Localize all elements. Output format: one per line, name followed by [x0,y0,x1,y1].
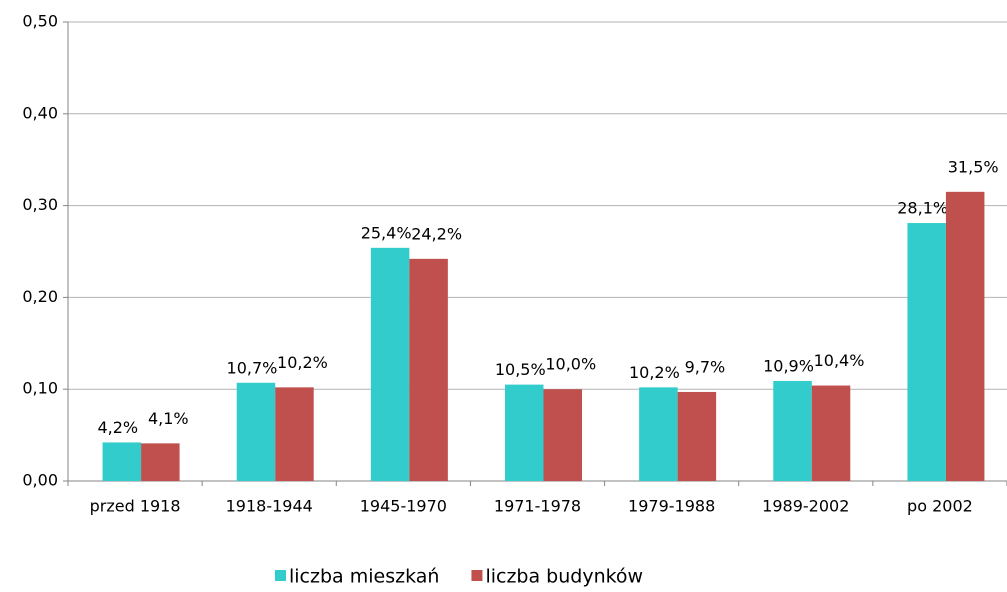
data-label: 4,2% [97,418,138,437]
bar [141,443,180,481]
y-tick-label: 0,00 [22,471,58,490]
legend-label: liczba mieszkań [289,566,439,588]
x-tick-label: 1945-1970 [360,497,447,516]
bar [543,389,582,481]
data-label: 24,2% [411,224,462,243]
legend-swatch [471,570,483,581]
data-label: 28,1% [897,199,948,218]
bar [945,191,985,481]
bar [236,382,276,481]
bar [677,391,717,481]
bar [370,247,410,481]
bar [275,387,314,481]
data-label: 31,5% [948,157,999,176]
bar [907,223,946,482]
bar [102,442,142,481]
data-label: 10,7% [227,358,278,377]
bar [773,380,812,481]
data-label: 10,0% [545,355,596,374]
x-tick-label: 1918-1944 [226,497,313,516]
bar [811,385,851,481]
data-label: 4,1% [148,409,189,428]
y-tick-label: 0,40 [22,103,58,122]
legend-swatch [275,570,286,581]
y-tick-label: 0,30 [22,195,58,214]
data-label: 9,7% [685,357,726,376]
legend-label: liczba budynków [485,566,643,588]
x-tick-label: 1979-1988 [628,497,715,516]
data-label: 10,4% [814,351,865,370]
x-tick-label: po 2002 [907,497,973,516]
x-tick-label: 1971-1978 [494,497,581,516]
data-label: 25,4% [361,223,412,242]
y-tick-label: 0,20 [22,287,58,306]
y-tick-label: 0,10 [22,379,58,398]
data-label: 10,2% [629,363,680,382]
bar [409,258,448,481]
x-tick-label: 1989-2002 [762,497,849,516]
y-tick-label: 0,50 [22,12,58,31]
x-tick-label: przed 1918 [90,497,181,516]
bar [505,384,544,481]
data-label: 10,9% [763,356,814,375]
bar [639,387,678,481]
data-label: 10,5% [495,360,546,379]
data-label: 10,2% [277,353,328,372]
